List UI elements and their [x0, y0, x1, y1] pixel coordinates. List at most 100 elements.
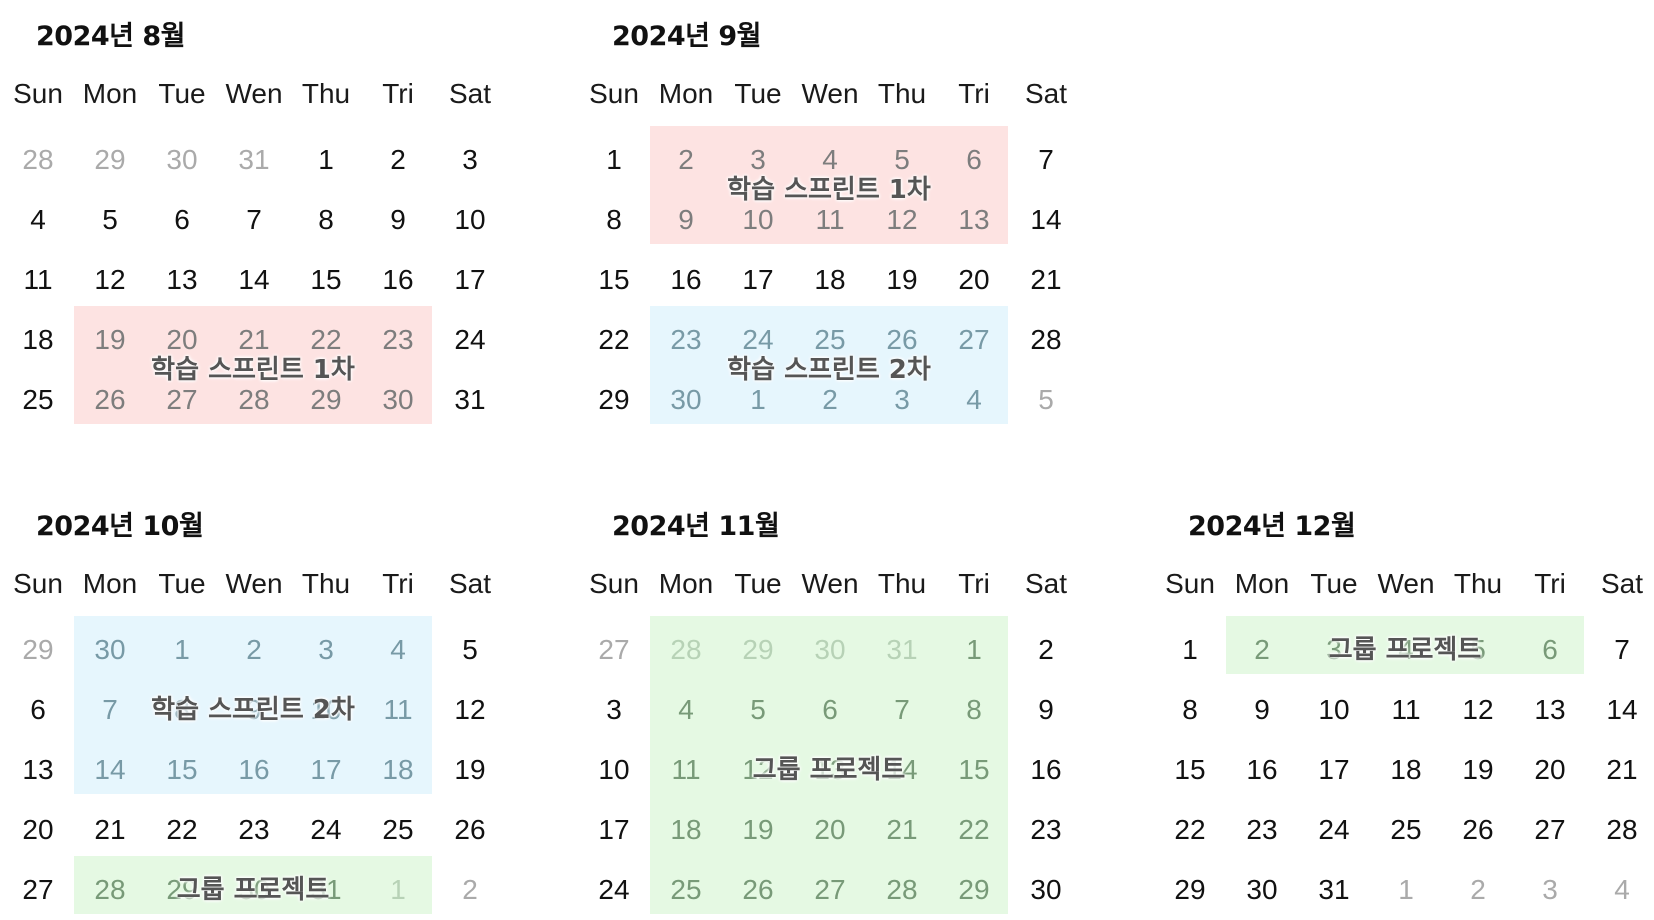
- day-cell[interactable]: 15: [310, 264, 342, 295]
- day-cell[interactable]: 8: [1182, 694, 1198, 725]
- day-cell[interactable]: 9: [1038, 694, 1054, 725]
- day-cell[interactable]: 7: [894, 694, 910, 725]
- event-band[interactable]: 2 3 4 5 6 9 10 11 12 13 학습 스프린트 1차: [650, 126, 1008, 244]
- day-cell[interactable]: 7: [1614, 634, 1630, 665]
- event-band[interactable]: 2 3 4 5 6 그룹 프로젝트: [1226, 616, 1584, 674]
- day-cell[interactable]: 5: [894, 144, 910, 175]
- day-cell[interactable]: 13: [1534, 694, 1566, 725]
- day-cell[interactable]: 1: [318, 144, 334, 175]
- day-cell[interactable]: 30: [670, 384, 702, 415]
- day-cell[interactable]: 27: [1534, 814, 1566, 845]
- day-cell[interactable]: 17: [310, 754, 342, 785]
- event-band[interactable]: 30 1 2 3 4 7 8 9 10 11 14 15 16 17 18 학습 스프린트 2차: [74, 616, 432, 794]
- day-cell[interactable]: 21: [1606, 754, 1638, 785]
- day-cell[interactable]: 2: [1470, 874, 1486, 905]
- day-cell[interactable]: 29: [1174, 874, 1206, 905]
- day-cell[interactable]: 3: [894, 384, 910, 415]
- day-cell[interactable]: 27: [22, 874, 54, 905]
- day-cell[interactable]: 9: [678, 204, 694, 235]
- day-cell[interactable]: 28: [886, 874, 918, 905]
- day-cell[interactable]: 19: [886, 264, 918, 295]
- day-cell[interactable]: 2: [822, 384, 838, 415]
- day-cell[interactable]: 10: [1318, 694, 1350, 725]
- day-cell[interactable]: 23: [1030, 814, 1062, 845]
- day-cell[interactable]: 26: [454, 814, 486, 845]
- day-cell[interactable]: 30: [238, 874, 270, 905]
- day-cell[interactable]: 3: [462, 144, 478, 175]
- day-cell[interactable]: 28: [238, 384, 270, 415]
- day-cell[interactable]: 26: [94, 384, 126, 415]
- day-cell[interactable]: 2: [1254, 634, 1270, 665]
- day-cell[interactable]: 31: [1318, 874, 1350, 905]
- day-cell[interactable]: 4: [1614, 874, 1630, 905]
- day-cell[interactable]: 18: [382, 754, 414, 785]
- day-cell[interactable]: 26: [886, 324, 918, 355]
- day-cell[interactable]: 30: [1246, 874, 1278, 905]
- day-cell[interactable]: 11: [1391, 694, 1421, 725]
- day-cell[interactable]: 6: [822, 694, 838, 725]
- day-cell[interactable]: 31: [886, 634, 918, 665]
- day-cell[interactable]: 10: [742, 204, 774, 235]
- day-cell[interactable]: 15: [1174, 754, 1206, 785]
- day-cell[interactable]: 19: [1462, 754, 1494, 785]
- day-cell[interactable]: 28: [1030, 324, 1062, 355]
- day-cell[interactable]: 16: [238, 754, 270, 785]
- day-cell[interactable]: 3: [318, 634, 334, 665]
- day-cell[interactable]: 19: [454, 754, 486, 785]
- day-cell[interactable]: 20: [22, 814, 54, 845]
- day-cell[interactable]: 5: [1470, 634, 1486, 665]
- day-cell[interactable]: 25: [382, 814, 414, 845]
- day-cell[interactable]: 21: [1030, 264, 1062, 295]
- day-cell[interactable]: 29: [94, 144, 126, 175]
- day-cell[interactable]: 3: [1326, 634, 1342, 665]
- day-cell[interactable]: 2: [1038, 634, 1054, 665]
- day-cell[interactable]: 9: [246, 694, 262, 725]
- day-cell[interactable]: 20: [1534, 754, 1566, 785]
- day-cell[interactable]: 13: [814, 754, 846, 785]
- day-cell[interactable]: 26: [1462, 814, 1494, 845]
- day-cell[interactable]: 23: [670, 324, 702, 355]
- day-cell[interactable]: 7: [246, 204, 262, 235]
- day-cell[interactable]: 25: [814, 324, 846, 355]
- day-cell[interactable]: 17: [454, 264, 486, 295]
- day-cell[interactable]: 11: [23, 264, 53, 295]
- day-cell[interactable]: 23: [382, 324, 414, 355]
- day-cell[interactable]: 16: [382, 264, 414, 295]
- day-cell[interactable]: 15: [958, 754, 990, 785]
- day-cell[interactable]: 28: [94, 874, 126, 905]
- day-cell[interactable]: 23: [1246, 814, 1278, 845]
- day-cell[interactable]: 4: [678, 694, 694, 725]
- day-cell[interactable]: 5: [750, 694, 766, 725]
- day-cell[interactable]: 14: [886, 754, 918, 785]
- event-band[interactable]: 28 29 30 31 1 그룹 프로젝트: [74, 856, 432, 914]
- day-cell[interactable]: 2: [390, 144, 406, 175]
- day-cell[interactable]: 11: [671, 754, 701, 785]
- day-cell[interactable]: 29: [166, 874, 198, 905]
- day-cell[interactable]: 1: [966, 634, 982, 665]
- day-cell[interactable]: 18: [814, 264, 846, 295]
- day-cell[interactable]: 8: [606, 204, 622, 235]
- day-cell[interactable]: 30: [166, 144, 198, 175]
- day-cell[interactable]: 1: [750, 384, 766, 415]
- day-cell[interactable]: 27: [598, 634, 630, 665]
- day-cell[interactable]: 7: [1038, 144, 1054, 175]
- day-cell[interactable]: 6: [966, 144, 982, 175]
- day-cell[interactable]: 23: [238, 814, 270, 845]
- day-cell[interactable]: 8: [318, 204, 334, 235]
- day-cell[interactable]: 22: [166, 814, 198, 845]
- day-cell[interactable]: 12: [454, 694, 486, 725]
- day-cell[interactable]: 12: [886, 204, 918, 235]
- day-cell[interactable]: 4: [822, 144, 838, 175]
- day-cell[interactable]: 10: [454, 204, 486, 235]
- day-cell[interactable]: 12: [94, 264, 126, 295]
- day-cell[interactable]: 16: [1030, 754, 1062, 785]
- day-cell[interactable]: 22: [1174, 814, 1206, 845]
- day-cell[interactable]: 10: [598, 754, 630, 785]
- day-cell[interactable]: 1: [1398, 874, 1414, 905]
- day-cell[interactable]: 14: [1606, 694, 1638, 725]
- day-cell[interactable]: 3: [750, 144, 766, 175]
- day-cell[interactable]: 26: [742, 874, 774, 905]
- day-cell[interactable]: 18: [670, 814, 702, 845]
- day-cell[interactable]: 31: [310, 874, 342, 905]
- day-cell[interactable]: 2: [678, 144, 694, 175]
